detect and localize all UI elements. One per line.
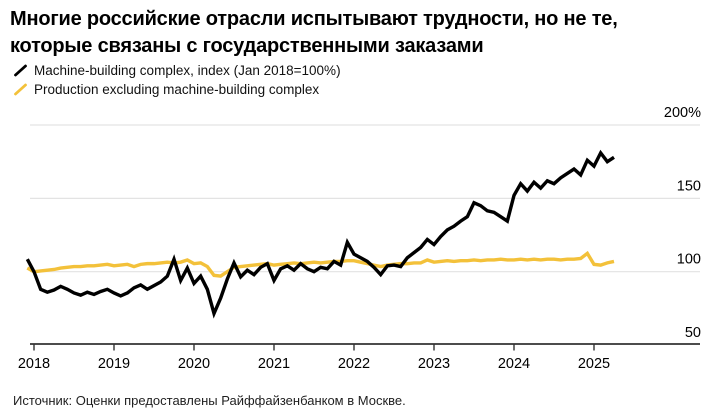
y-axis-label-100: 100 xyxy=(677,252,701,268)
x-axis-label-2021: 2021 xyxy=(258,356,290,372)
yellow-slash-icon xyxy=(14,83,27,96)
x-axis-label-2025: 2025 xyxy=(578,356,610,372)
series-production-excluding-line xyxy=(26,250,615,278)
series-machine-building-line xyxy=(25,149,615,319)
chart-title-line1: Многие российские отрасли испытывают тру… xyxy=(10,8,618,30)
legend-label: Production excluding machine-building co… xyxy=(34,82,320,97)
x-axis-label-2024: 2024 xyxy=(498,356,530,372)
x-axis-label-2019: 2019 xyxy=(98,356,130,372)
x-axis-label-2022: 2022 xyxy=(338,356,370,372)
legend-label: Machine-building complex, index (Jan 201… xyxy=(34,63,341,78)
x-axis-label-2018: 2018 xyxy=(18,356,50,372)
x-axis-label-2020: 2020 xyxy=(178,356,210,372)
legend-item-production-excluding: Production excluding machine-building co… xyxy=(13,80,341,99)
y-axis-label-200: 200% xyxy=(664,105,701,121)
y-axis-label-150: 150 xyxy=(677,178,701,194)
chart-title: Многие российские отрасли испытывают тру… xyxy=(10,6,702,60)
source-note: Источник: Оценки предоставлены Райффайзе… xyxy=(13,393,406,408)
legend-item-machine-building: Machine-building complex, index (Jan 201… xyxy=(13,61,341,80)
chart-title-line2: которые связаны с государственными заказ… xyxy=(10,35,484,57)
x-axis-label-2023: 2023 xyxy=(418,356,450,372)
legend: Machine-building complex, index (Jan 201… xyxy=(13,61,341,99)
black-slash-icon xyxy=(14,64,27,77)
y-axis-label-50: 50 xyxy=(685,325,701,341)
